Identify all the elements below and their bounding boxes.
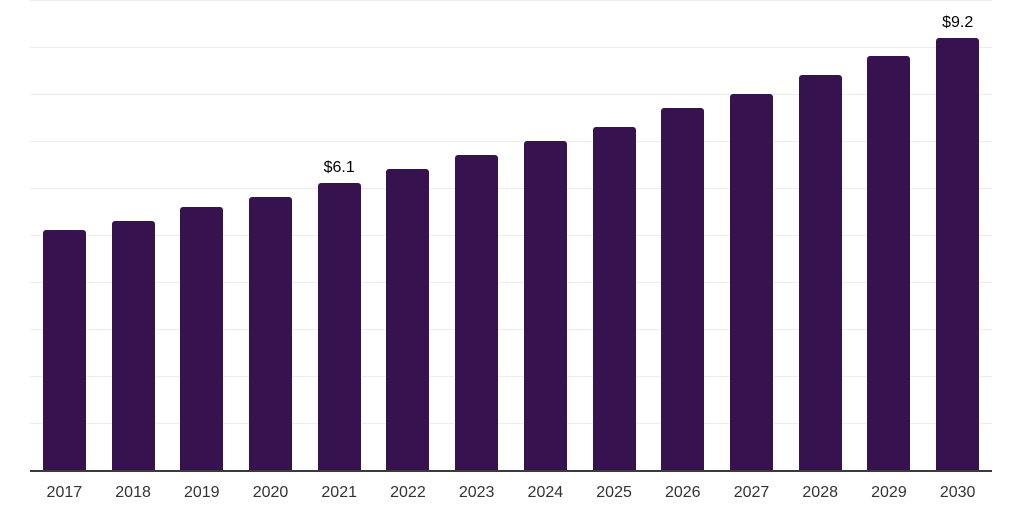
x-tick-label-2027: 2027	[733, 484, 770, 501]
gridline	[30, 47, 992, 48]
gridline	[30, 235, 992, 236]
bar-2027	[730, 94, 773, 470]
x-tick-label-2018: 2018	[115, 484, 151, 501]
bar-2017	[42, 230, 86, 470]
bar-2020	[249, 197, 292, 470]
x-axis-line	[30, 470, 992, 472]
bar-2028	[798, 75, 842, 470]
x-tick-label-2025: 2025	[596, 484, 632, 501]
plot-area: $6.1 $9.2	[30, 0, 992, 472]
gridline	[30, 282, 992, 283]
x-tick-label-2022: 2022	[390, 484, 426, 501]
x-tick-label-2024: 2024	[527, 484, 564, 501]
bar-2029	[867, 56, 911, 470]
x-tick-label-2017: 2017	[46, 484, 83, 501]
data-label-2021: $6.1	[323, 159, 355, 177]
x-tick-label-2019: 2019	[183, 484, 220, 501]
x-tick-label-2021: 2021	[321, 484, 357, 501]
gridline	[30, 0, 992, 1]
x-axis-labels: 2017 2018 2019 2020 2021 2022 2023 2024 2025 2026…	[30, 480, 992, 506]
bar-2018	[111, 220, 155, 470]
bar-2021	[317, 183, 361, 470]
bar-2026	[661, 108, 705, 470]
x-tick-label-2023: 2023	[458, 484, 495, 501]
gridline	[30, 141, 992, 142]
data-label-2030: $9.2	[942, 13, 974, 31]
x-tick-label-2030: 2030	[939, 484, 976, 501]
x-tick-label-2026: 2026	[664, 484, 701, 501]
x-tick-label-2020: 2020	[252, 484, 289, 501]
gridline	[30, 423, 992, 424]
x-tick-label-2029: 2029	[871, 484, 907, 501]
gridline	[30, 376, 992, 377]
gridline	[30, 94, 992, 95]
bar-2019	[180, 206, 224, 470]
bar-2023	[455, 155, 499, 470]
bar-2030	[936, 37, 980, 470]
bar-2024	[523, 141, 567, 470]
bar-2022	[386, 169, 430, 470]
gridline	[30, 329, 992, 330]
bar-2025	[592, 126, 636, 470]
x-tick-label-2028: 2028	[802, 484, 838, 501]
gridline	[30, 188, 992, 189]
